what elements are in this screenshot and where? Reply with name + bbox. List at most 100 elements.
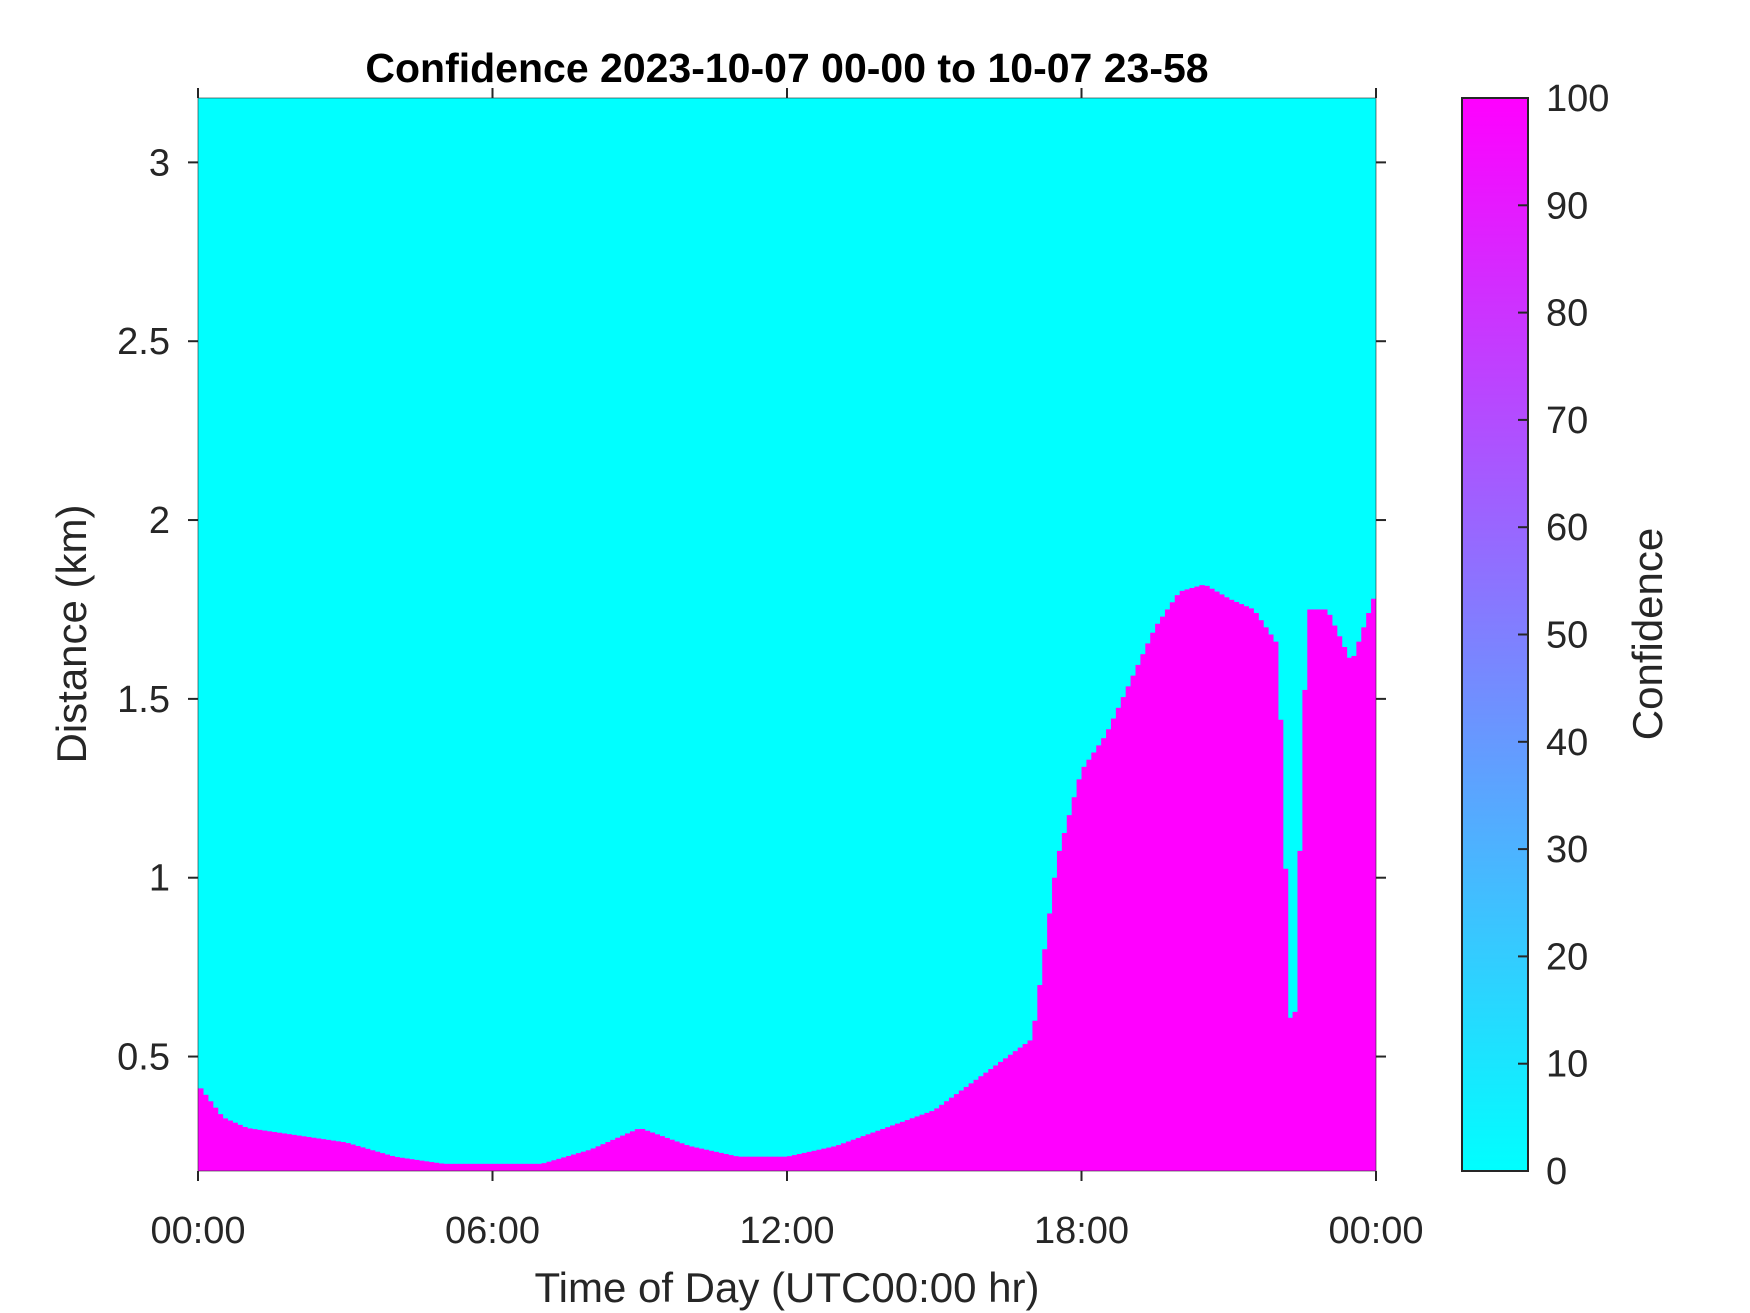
heatmap-column xyxy=(330,1140,337,1171)
heatmap-column xyxy=(1189,588,1195,1171)
heatmap-column xyxy=(585,1150,592,1171)
colorbar-tick-label: 100 xyxy=(1546,78,1609,120)
heatmap-column xyxy=(880,1128,886,1171)
heatmap-column xyxy=(271,1132,278,1171)
heatmap-column xyxy=(728,1155,734,1171)
heatmap-column xyxy=(772,1156,778,1171)
heatmap-column xyxy=(831,1146,837,1171)
heatmap-column xyxy=(629,1131,636,1171)
colorbar-tick-label: 60 xyxy=(1546,507,1588,549)
heatmap-column xyxy=(276,1132,283,1171)
heatmap-column xyxy=(433,1162,440,1171)
y-tick-label: 1 xyxy=(149,858,170,900)
heatmap-column xyxy=(885,1127,891,1171)
x-tick-label: 06:00 xyxy=(445,1210,540,1252)
heatmap-column xyxy=(340,1142,346,1171)
colorbar-tick-label: 70 xyxy=(1546,400,1588,442)
heatmap-column xyxy=(551,1160,557,1171)
heatmap-column xyxy=(1272,641,1279,1171)
heatmap-column xyxy=(561,1157,567,1171)
heatmap-column xyxy=(1194,586,1200,1171)
heatmap-column xyxy=(757,1156,764,1171)
heatmap-column xyxy=(1209,588,1215,1171)
heatmap-column xyxy=(202,1094,209,1171)
heatmap-column xyxy=(1312,609,1318,1171)
y-tick-label: 3 xyxy=(149,142,170,184)
heatmap-column xyxy=(679,1143,685,1171)
colorbar-tick-label: 80 xyxy=(1546,293,1588,335)
heatmap-column xyxy=(305,1137,312,1171)
heatmap-column xyxy=(448,1163,454,1171)
heatmap-column xyxy=(723,1154,729,1171)
heatmap-column xyxy=(369,1150,376,1171)
heatmap-column xyxy=(536,1163,543,1171)
heatmap-column xyxy=(198,1088,204,1171)
heatmap-column xyxy=(1351,655,1357,1171)
heatmap-column xyxy=(467,1163,474,1171)
heatmap-column xyxy=(350,1144,356,1171)
heatmap-column xyxy=(983,1072,989,1171)
heatmap-column xyxy=(335,1141,341,1171)
heatmap-column xyxy=(1218,594,1225,1171)
heatmap-column xyxy=(217,1114,224,1171)
heatmap-column xyxy=(973,1079,980,1171)
colorbar-ticks: 0 10 20 30 40 50 60 70 80 90 100 xyxy=(1518,78,1609,1193)
heatmap-column xyxy=(733,1156,739,1171)
heatmap-column xyxy=(595,1146,602,1171)
heatmap-column xyxy=(698,1148,705,1171)
colorbar: 0 10 20 30 40 50 60 70 80 90 100 Confidence xyxy=(1461,78,1671,1193)
heatmap-column xyxy=(423,1161,430,1171)
heatmap-column xyxy=(1096,745,1102,1171)
colorbar-tick-label: 40 xyxy=(1546,722,1588,764)
heatmap-column xyxy=(1238,604,1245,1171)
heatmap-column xyxy=(571,1154,577,1171)
heatmap-column xyxy=(546,1161,552,1171)
heatmap-column xyxy=(463,1163,469,1171)
heatmap-column xyxy=(644,1130,651,1171)
heatmap-column xyxy=(777,1156,783,1171)
heatmap-column xyxy=(762,1156,768,1171)
heatmap-column xyxy=(1292,1011,1299,1171)
heatmap-column xyxy=(207,1101,214,1171)
heatmap-column xyxy=(472,1163,479,1171)
heatmap-column xyxy=(1002,1058,1009,1171)
heatmap-column xyxy=(1056,850,1063,1171)
x-axis: 00:00 06:00 12:00 18:00 00:00 xyxy=(150,88,1424,1252)
heatmap-column xyxy=(345,1143,351,1171)
heatmap-column xyxy=(718,1152,724,1171)
heatmap-column xyxy=(438,1163,445,1171)
heatmap-column xyxy=(855,1137,862,1171)
heatmap-column xyxy=(1282,868,1289,1171)
heatmap-column xyxy=(924,1112,930,1171)
heatmap-column xyxy=(526,1163,533,1171)
heatmap-column xyxy=(1076,779,1083,1171)
heatmap-column xyxy=(1366,613,1372,1171)
heatmap-column xyxy=(674,1141,680,1171)
heatmap-column xyxy=(247,1128,253,1171)
heatmap-column xyxy=(836,1145,842,1171)
heatmap-column xyxy=(1052,877,1058,1171)
heatmap-column xyxy=(281,1133,287,1171)
heatmap-column xyxy=(634,1129,641,1171)
heatmap-column xyxy=(379,1153,386,1171)
heatmap-column xyxy=(1214,591,1220,1171)
heatmap-column xyxy=(1164,609,1171,1171)
heatmap-column xyxy=(713,1151,719,1171)
heatmap-column xyxy=(939,1104,945,1171)
heatmap-column xyxy=(458,1163,464,1171)
heatmap-column xyxy=(418,1160,425,1171)
heatmap-column xyxy=(899,1121,906,1171)
heatmap-column xyxy=(1204,585,1210,1171)
heatmap-column xyxy=(237,1124,243,1171)
heatmap-column xyxy=(791,1155,798,1171)
heatmap-column xyxy=(664,1137,670,1171)
heatmap-column xyxy=(477,1163,484,1171)
heatmap-column xyxy=(232,1122,238,1171)
heatmap-column xyxy=(1120,697,1127,1171)
heatmap-column xyxy=(919,1114,926,1171)
heatmap-column xyxy=(620,1135,626,1171)
heatmap-column xyxy=(948,1097,955,1171)
heatmap-column xyxy=(870,1132,876,1171)
heatmap-column xyxy=(693,1147,700,1171)
heatmap-column xyxy=(512,1163,518,1171)
